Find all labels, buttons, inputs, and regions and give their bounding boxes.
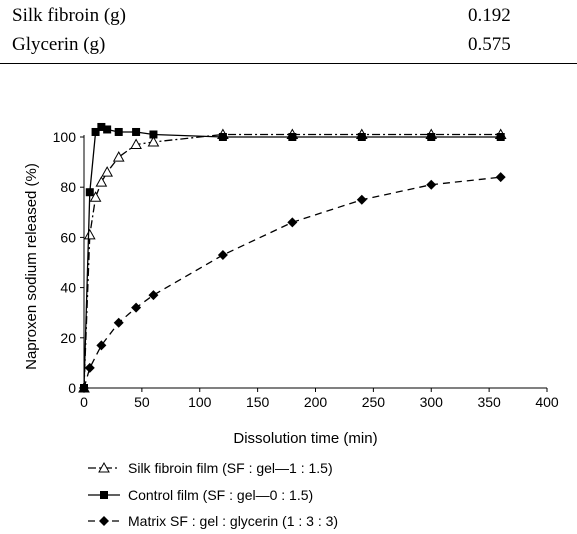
data-point-series-2 (85, 188, 94, 197)
y-tick-label: 20 (60, 330, 76, 346)
data-point-series-3 (113, 317, 124, 328)
legend-marker-3 (99, 516, 109, 526)
data-point-series-3 (217, 249, 228, 260)
x-tick-label: 300 (420, 394, 444, 410)
data-point-series-3 (287, 217, 298, 228)
table-row: Silk fibroin (g) 0.192 (0, 3, 577, 33)
x-tick-label: 50 (134, 394, 150, 410)
data-point-series-3 (426, 179, 437, 190)
y-tick-label: 0 (68, 380, 76, 396)
data-point-series-1 (147, 135, 160, 147)
data-point-series-2 (496, 133, 505, 141)
data-point-series-3 (131, 302, 142, 313)
y-tick-label: 100 (53, 129, 77, 145)
x-tick-label: 250 (362, 394, 386, 410)
data-point-series-3 (356, 194, 367, 205)
data-point-series-2 (149, 130, 158, 139)
series-line-3 (83, 176, 501, 389)
data-point-series-2 (97, 122, 106, 131)
data-point-series-2 (103, 125, 112, 134)
data-point-series-3 (84, 362, 95, 373)
table-bottom-rule (0, 63, 577, 64)
data-point-series-3 (495, 172, 506, 183)
x-tick-label: 100 (188, 394, 212, 410)
data-point-series-1 (89, 191, 102, 202)
data-point-series-3 (79, 383, 89, 393)
x-tick-label: 150 (246, 394, 270, 410)
legend-label-3: Matrix SF : gel : glycerin (1 : 3 : 3) (128, 513, 338, 529)
y-axis-label: Naproxen sodium released (%) (23, 163, 40, 370)
series-line-2 (83, 126, 501, 389)
data-point-series-1 (83, 228, 96, 240)
x-tick-label: 400 (535, 394, 559, 410)
data-point-series-3 (148, 290, 159, 301)
legend-label-1: Silk fibroin film (SF : gel—1 : 1.5) (128, 460, 333, 476)
y-tick-label: 60 (60, 229, 76, 245)
data-point-series-1 (101, 166, 113, 177)
table-row: Glycerin (g) 0.575 (0, 32, 577, 62)
table-row-label: Glycerin (g) (12, 34, 106, 55)
table-row-label: Silk fibroin (g) (12, 5, 126, 26)
data-point-series-2 (357, 133, 366, 141)
series-line-1 (83, 133, 501, 389)
table-row-value: 0.192 (468, 5, 511, 26)
legend-marker-2 (100, 491, 108, 499)
data-point-series-3 (96, 340, 107, 351)
x-tick-label: 200 (304, 394, 328, 410)
data-point-series-2 (114, 127, 123, 136)
y-tick-label: 80 (60, 179, 76, 195)
legend-marker-1 (98, 461, 110, 473)
x-axis-label: Dissolution time (min) (233, 430, 377, 447)
data-point-series-1 (95, 176, 108, 187)
x-tick-label: 350 (477, 394, 501, 410)
data-point-series-2 (91, 127, 100, 136)
data-point-series-2 (132, 127, 141, 136)
table-row-value: 0.575 (468, 34, 511, 55)
data-point-series-1 (112, 151, 125, 162)
data-point-series-2 (218, 133, 227, 141)
data-point-series-1 (130, 138, 142, 150)
data-point-series-2 (288, 133, 297, 141)
x-tick-label: 0 (80, 394, 88, 410)
legend-label-2: Control film (SF : gel—0 : 1.5) (128, 487, 313, 503)
data-point-series-2 (427, 133, 436, 141)
y-tick-label: 40 (60, 280, 76, 296)
